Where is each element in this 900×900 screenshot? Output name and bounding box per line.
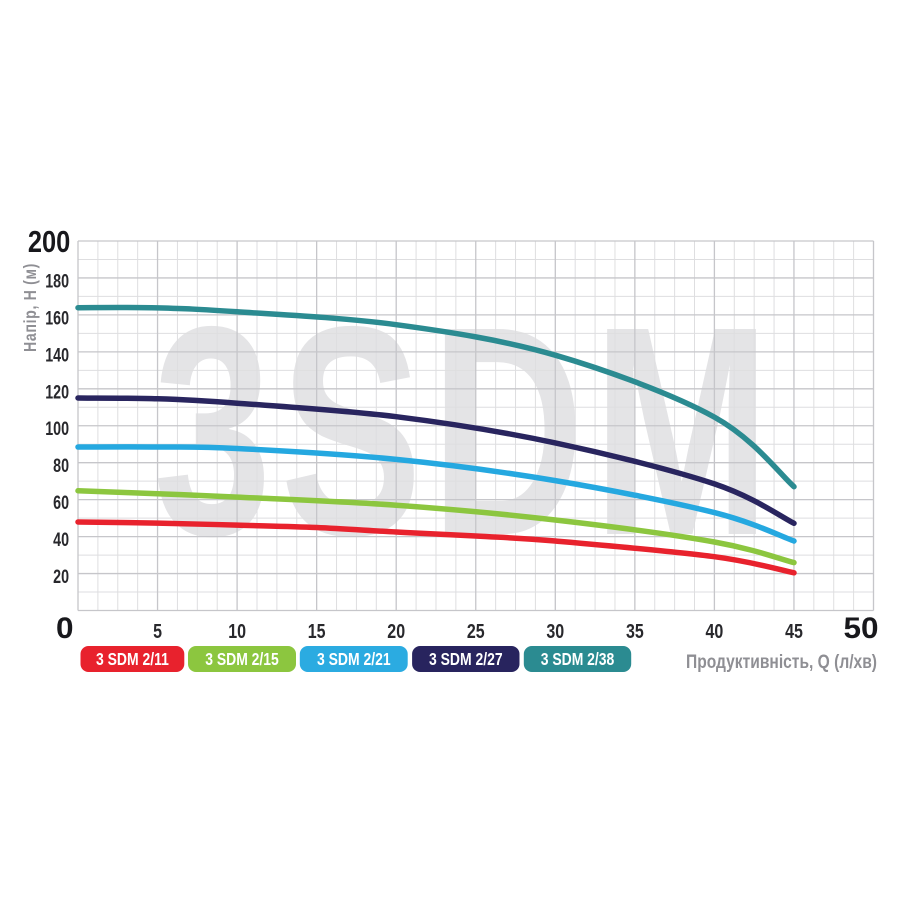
svg-text:Напір, H (м): Напір, H (м) xyxy=(22,263,41,352)
svg-text:Продуктивність, Q (л/хв): Продуктивність, Q (л/хв) xyxy=(686,650,877,672)
svg-text:45: 45 xyxy=(785,620,803,642)
svg-text:10: 10 xyxy=(228,620,246,642)
svg-text:0: 0 xyxy=(56,611,74,645)
svg-text:160: 160 xyxy=(45,307,69,328)
svg-text:50: 50 xyxy=(843,611,878,645)
svg-text:40: 40 xyxy=(53,529,69,550)
svg-text:20: 20 xyxy=(53,566,69,587)
svg-text:30: 30 xyxy=(546,620,564,642)
svg-text:200: 200 xyxy=(28,225,70,260)
svg-text:80: 80 xyxy=(53,455,69,476)
svg-text:40: 40 xyxy=(705,620,723,642)
svg-text:35: 35 xyxy=(626,620,644,642)
svg-text:100: 100 xyxy=(45,418,69,439)
svg-text:140: 140 xyxy=(45,344,69,365)
svg-text:15: 15 xyxy=(308,620,326,642)
svg-text:25: 25 xyxy=(467,620,485,642)
svg-text:3 SDM 2/21: 3 SDM 2/21 xyxy=(317,649,391,669)
svg-text:120: 120 xyxy=(45,381,69,402)
svg-text:5: 5 xyxy=(153,620,162,642)
svg-text:3 SDM 2/27: 3 SDM 2/27 xyxy=(429,649,503,669)
svg-text:60: 60 xyxy=(53,492,69,513)
svg-text:3 SDM 2/38: 3 SDM 2/38 xyxy=(541,649,615,669)
svg-text:3SDM: 3SDM xyxy=(153,265,778,598)
svg-text:3 SDM 2/15: 3 SDM 2/15 xyxy=(205,649,279,669)
svg-text:3 SDM 2/11: 3 SDM 2/11 xyxy=(96,649,169,669)
svg-text:180: 180 xyxy=(45,270,69,291)
svg-text:20: 20 xyxy=(387,620,405,642)
